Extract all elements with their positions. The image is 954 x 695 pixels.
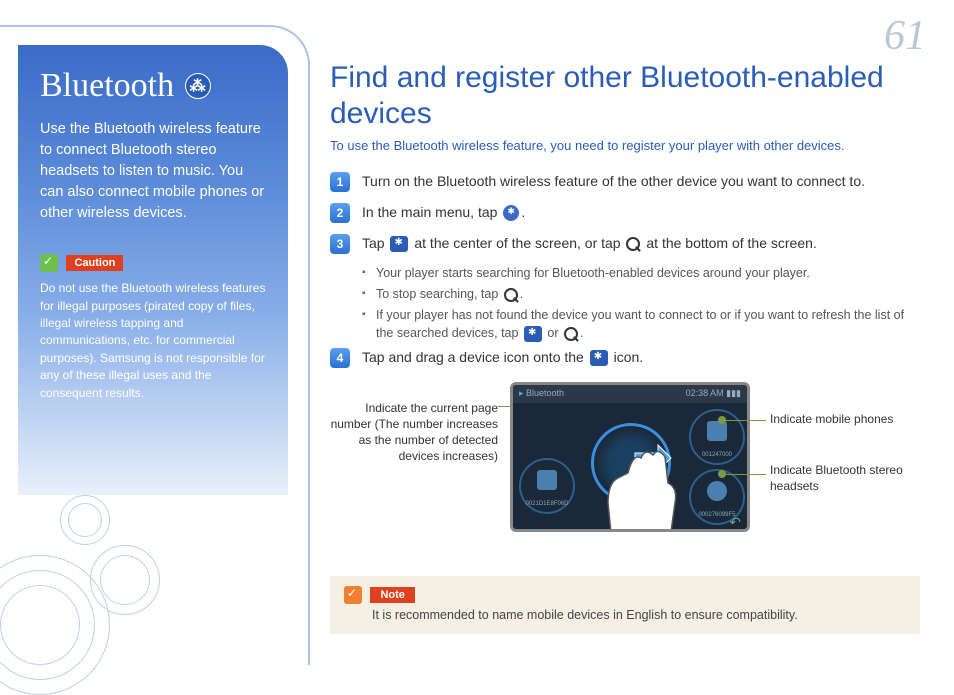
- callout-line: [722, 420, 766, 421]
- note-header: Note: [344, 586, 906, 604]
- device-screen: ▸ Bluetooth 02:38 AM ▮▮▮ 0021D1E8F06D 00…: [510, 382, 750, 532]
- device-node: 0021D1E8F06D: [519, 458, 575, 514]
- note-icon: [344, 586, 362, 604]
- sub-bullet-mid: or: [544, 326, 562, 340]
- screen-time: 02:38 AM ▮▮▮: [686, 388, 741, 400]
- step-text-post: .: [521, 204, 525, 220]
- note-box: Note It is recommended to name mobile de…: [330, 576, 920, 634]
- screen-title: ▸ Bluetooth: [519, 388, 564, 400]
- sub-bullet: Your player starts searching for Bluetoo…: [362, 264, 920, 282]
- sub-bullet-post: .: [580, 326, 583, 340]
- screen-body: 0021D1E8F06D 001247000 000276099F5 ↶: [513, 403, 747, 532]
- search-icon: [564, 327, 578, 341]
- bluetooth-tile-icon: [524, 326, 542, 342]
- step-number: 1: [330, 172, 350, 192]
- step-1: 1 Turn on the Bluetooth wireless feature…: [330, 171, 920, 192]
- bluetooth-icon: ⁂: [185, 73, 211, 99]
- phone-icon: [537, 470, 557, 490]
- caution-header: Caution: [40, 254, 266, 272]
- caution-text: Do not use the Bluetooth wireless featur…: [40, 280, 266, 402]
- step-text: In the main menu, tap .: [362, 202, 920, 222]
- sub-bullet-text: If your player has not found the device …: [376, 308, 904, 340]
- bluetooth-menu-icon: [503, 205, 519, 221]
- main-subtitle: To use the Bluetooth wireless feature, y…: [330, 138, 920, 153]
- step-3: 3 Tap at the center of the screen, or ta…: [330, 233, 920, 254]
- note-label: Note: [370, 587, 414, 603]
- main-title: Find and register other Bluetooth-enable…: [330, 60, 920, 132]
- caution-icon: [40, 254, 58, 272]
- step-text: Tap and drag a device icon onto the icon…: [362, 347, 920, 367]
- sub-bullet-text: To stop searching, tap: [376, 287, 502, 301]
- sidebar-title: Bluetooth: [40, 67, 174, 105]
- phone-icon: [707, 421, 727, 441]
- step-number: 2: [330, 203, 350, 223]
- bluetooth-tile-icon: [590, 350, 608, 366]
- hand-gesture-icon: [583, 433, 693, 532]
- step-number: 3: [330, 234, 350, 254]
- main-content: Find and register other Bluetooth-enable…: [330, 60, 920, 634]
- search-icon: [504, 288, 518, 302]
- sidebar-intro-text: Use the Bluetooth wireless feature to co…: [40, 119, 266, 224]
- step-text-post: at the bottom of the screen.: [642, 235, 816, 251]
- step-text-pre: Tap: [362, 235, 388, 251]
- callout-right-1: Indicate mobile phones: [770, 412, 893, 426]
- step-4: 4 Tap and drag a device icon onto the ic…: [330, 347, 920, 368]
- sub-bullet: To stop searching, tap .: [362, 285, 920, 303]
- step-number: 4: [330, 348, 350, 368]
- callout-right-2: Indicate Bluetooth stereo headsets: [770, 462, 920, 494]
- sub-bullet-post: .: [520, 287, 523, 301]
- note-text: It is recommended to name mobile devices…: [372, 608, 906, 622]
- headset-icon: [707, 481, 727, 501]
- diagram: Indicate the current page number (The nu…: [330, 382, 920, 562]
- step-2: 2 In the main menu, tap .: [330, 202, 920, 223]
- search-icon: [626, 237, 640, 251]
- device-label: 001247000: [702, 452, 732, 458]
- page-number: 61: [884, 12, 926, 60]
- bluetooth-tile-icon: [390, 236, 408, 252]
- callout-line: [722, 474, 766, 475]
- callout-left: Indicate the current page number (The nu…: [330, 400, 498, 465]
- step-3-sub-bullets: Your player starts searching for Bluetoo…: [362, 264, 920, 343]
- back-icon: ↶: [729, 514, 741, 531]
- sub-bullet: If your player has not found the device …: [362, 306, 920, 342]
- step-text-post: icon.: [610, 349, 643, 365]
- step-text-pre: Tap and drag a device icon onto the: [362, 349, 588, 365]
- sidebar-frame: Bluetooth ⁂ Use the Bluetooth wireless f…: [0, 25, 310, 665]
- screen-status-bar: ▸ Bluetooth 02:38 AM ▮▮▮: [513, 385, 747, 403]
- sidebar-panel: Bluetooth ⁂ Use the Bluetooth wireless f…: [18, 45, 288, 495]
- device-node: 001247000: [689, 409, 745, 465]
- step-text-mid: at the center of the screen, or tap: [410, 235, 624, 251]
- step-text: Turn on the Bluetooth wireless feature o…: [362, 171, 920, 191]
- step-text: Tap at the center of the screen, or tap …: [362, 233, 920, 253]
- device-label: 0021D1E8F06D: [525, 501, 568, 507]
- step-text-pre: In the main menu, tap: [362, 204, 501, 220]
- caution-label: Caution: [66, 255, 123, 271]
